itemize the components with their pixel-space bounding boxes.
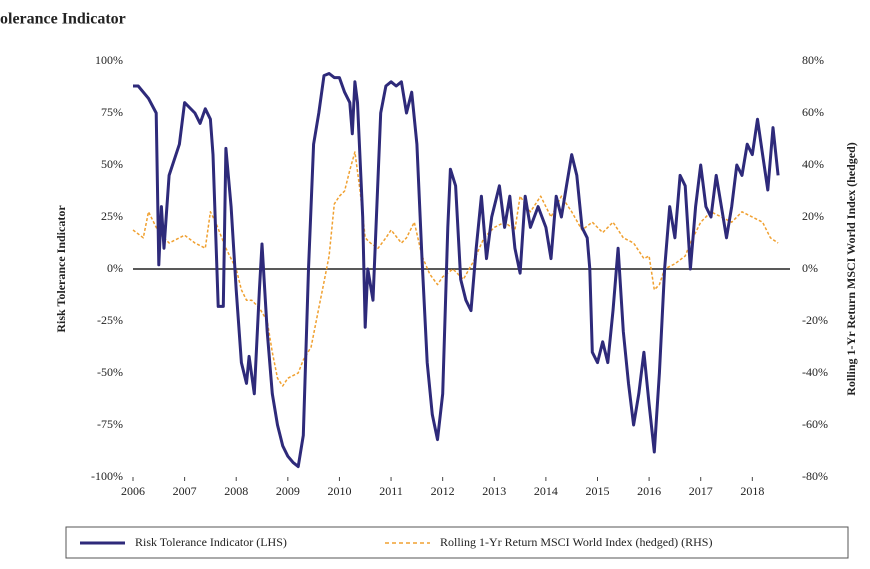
y2-tick-label: 80% [802,53,824,67]
y-tick-label: 25% [101,209,123,223]
y-tick-label: 100% [95,53,123,67]
y-tick-label: -100% [91,469,123,483]
series-line [132,151,779,387]
y2-tick-label: -80% [802,469,828,483]
x-tick-label: 2013 [482,484,506,498]
x-tick-label: 2015 [585,484,609,498]
legend-label: Rolling 1-Yr Return MSCI World Index (he… [440,535,712,549]
y-tick-label: 0% [107,261,123,275]
x-tick-label: 2018 [740,484,764,498]
x-tick-label: 2014 [534,484,558,498]
x-tick-label: 2016 [637,484,661,498]
x-tick-label: 2017 [689,484,713,498]
y-tick-label: -75% [97,417,123,431]
y-tick-label: -25% [97,313,123,327]
y2-tick-label: 60% [802,105,824,119]
y2-tick-label: -20% [802,313,828,327]
y-axis-label: Risk Tolerance Indicator [54,205,68,333]
x-tick-label: 2007 [173,484,197,498]
legend-box [65,526,849,559]
x-tick-label: 2008 [224,484,248,498]
x-tick-label: 2009 [276,484,300,498]
legend-label: Risk Tolerance Indicator (LHS) [135,535,287,549]
y2-tick-label: -60% [802,417,828,431]
y-tick-label: -50% [97,365,123,379]
x-tick-label: 2011 [379,484,403,498]
y-tick-label: 50% [101,157,123,171]
y2-tick-label: 20% [802,209,824,223]
x-tick-label: 2012 [431,484,455,498]
y2-tick-label: 0% [802,261,818,275]
y2-axis-label: Rolling 1-Yr Return MSCI World Index (he… [844,142,858,396]
y-tick-label: 75% [101,105,123,119]
series-line [133,72,780,469]
y2-tick-label: -40% [802,365,828,379]
chart-title: olerance Indicator [0,11,126,28]
x-tick-label: 2010 [327,484,351,498]
x-tick-label: 2006 [121,484,145,498]
y2-tick-label: 40% [802,157,824,171]
